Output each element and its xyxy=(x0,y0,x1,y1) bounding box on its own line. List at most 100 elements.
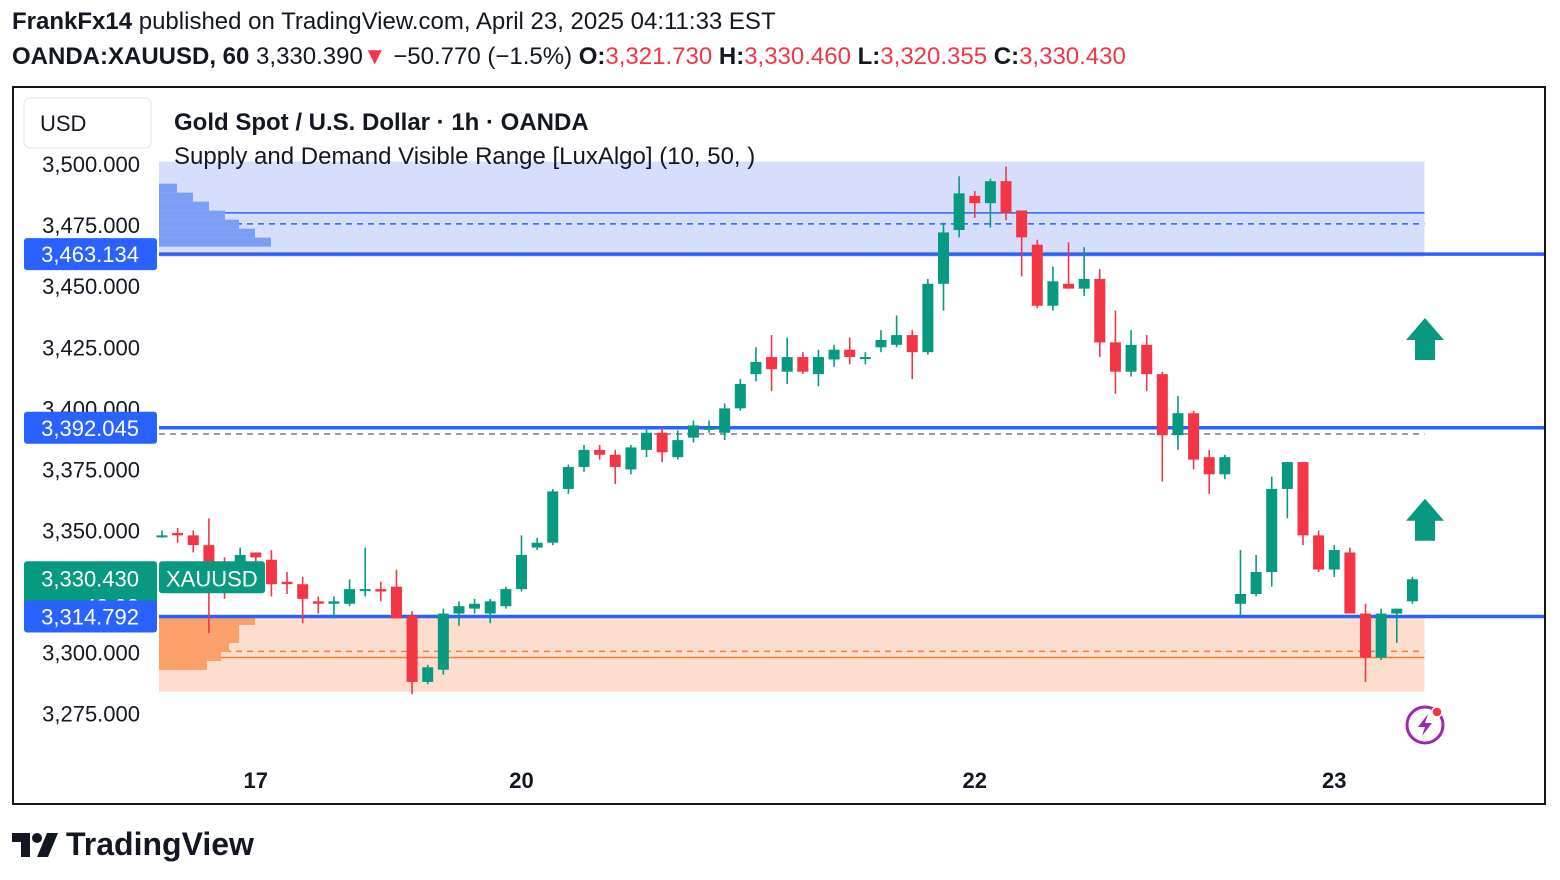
candle-body xyxy=(875,339,887,348)
symbol-info-bar: OANDA:XAUUSD, 60 3,330.390▼ −50.770 (−1.… xyxy=(12,43,1126,71)
symbol-tag: XAUUSD xyxy=(166,566,258,591)
close-value: 3,330.430 xyxy=(1019,43,1126,70)
candle-body xyxy=(1360,613,1372,658)
candle xyxy=(1360,603,1372,682)
candle xyxy=(891,315,903,348)
candle-body xyxy=(578,449,590,467)
supply-profile-bar xyxy=(159,237,271,247)
last-price: 3,330.390 xyxy=(256,43,363,70)
candle xyxy=(453,601,465,626)
candle-body xyxy=(297,584,309,599)
candle-body xyxy=(1125,344,1137,372)
open-label: O: xyxy=(578,43,606,70)
candle xyxy=(312,596,324,614)
candle-body xyxy=(625,447,637,470)
candle-body xyxy=(1063,283,1075,289)
indicator-name[interactable]: Supply and Demand Visible Range [LuxAlgo… xyxy=(174,143,755,170)
level-price-label: 3,392.045 xyxy=(41,416,139,441)
symbol-tag-badge xyxy=(159,561,265,594)
candle xyxy=(1313,530,1325,573)
candle xyxy=(1109,310,1121,394)
level-price-badge xyxy=(24,238,157,271)
candle-body xyxy=(1406,579,1418,602)
candle xyxy=(938,222,949,311)
lightning-icon[interactable] xyxy=(1405,705,1445,745)
candle xyxy=(406,611,418,695)
candle xyxy=(1219,454,1231,480)
price-change: −50.770 (−1.5%) xyxy=(393,43,573,70)
candle-body xyxy=(984,181,996,204)
candle-body xyxy=(594,449,606,455)
candle-body xyxy=(1078,278,1090,289)
y-tick-label: 3,275.000 xyxy=(42,702,140,727)
candle-body xyxy=(1234,593,1246,604)
candle-body xyxy=(1281,462,1293,489)
supply-profile-bar xyxy=(159,183,177,193)
demand-profile-bar xyxy=(159,651,221,661)
logo-text: TradingView xyxy=(66,826,254,862)
candle-body xyxy=(938,232,949,284)
candle-body xyxy=(1094,278,1106,343)
candle-body xyxy=(687,425,699,438)
high-label: H: xyxy=(718,43,745,70)
change-down-icon: ▼ xyxy=(362,43,387,70)
candle xyxy=(1188,410,1200,470)
candle xyxy=(328,596,340,619)
candle-body xyxy=(562,466,574,489)
candle-body xyxy=(828,349,840,360)
candle xyxy=(797,352,809,375)
candle xyxy=(1234,550,1246,616)
candle xyxy=(390,569,402,619)
candle xyxy=(547,488,559,546)
candle xyxy=(781,337,793,384)
candle-body xyxy=(250,552,262,558)
candle xyxy=(1391,608,1403,643)
candle xyxy=(812,349,824,387)
candle xyxy=(1063,242,1075,289)
currency-label: USD xyxy=(40,111,86,136)
candle xyxy=(953,176,965,238)
candle xyxy=(656,427,668,463)
candle xyxy=(1328,545,1340,577)
candle-body xyxy=(390,586,402,619)
candle-body xyxy=(719,408,731,433)
symbol-interval: OANDA:XAUUSD, 60 xyxy=(12,43,250,70)
price-chart[interactable]: 3,275.0003,300.0003,325.0003,350.0003,37… xyxy=(14,88,1544,803)
author-name[interactable]: FrankFx14 xyxy=(12,8,133,35)
candle-body xyxy=(484,601,496,614)
candle xyxy=(672,430,684,460)
chart-frame: 3,275.0003,300.0003,325.0003,350.0003,37… xyxy=(12,86,1546,805)
tradingview-logo[interactable]: TradingView xyxy=(12,826,254,863)
candle-body xyxy=(344,589,356,604)
level-price-label: 3,314.792 xyxy=(41,604,139,629)
candle-body xyxy=(1141,344,1153,375)
demand-profile-bar xyxy=(159,642,229,652)
candle-body xyxy=(1031,244,1043,306)
candle-body xyxy=(406,615,418,682)
candle-body xyxy=(265,559,277,585)
candle-body xyxy=(953,193,965,231)
candle-body xyxy=(203,545,215,565)
candle xyxy=(172,528,184,543)
currency-button[interactable]: USD xyxy=(23,97,152,149)
current-price-label: 3,330.430 xyxy=(41,566,139,591)
supply-profile-bar xyxy=(159,192,193,202)
candle xyxy=(766,335,778,392)
candle-body xyxy=(797,357,809,372)
candle-body xyxy=(1391,608,1403,614)
candle-body xyxy=(844,349,856,358)
candle xyxy=(1125,330,1137,377)
candle xyxy=(859,352,871,365)
demand-profile-bar xyxy=(159,660,207,670)
candle xyxy=(1016,210,1028,277)
candle-body xyxy=(437,613,449,670)
candle xyxy=(594,444,606,460)
candle-body xyxy=(1219,457,1231,475)
candle-body xyxy=(328,601,340,604)
x-tick-label: 22 xyxy=(963,768,987,793)
demand-profile-bar xyxy=(159,615,255,625)
x-tick-label: 20 xyxy=(509,768,533,793)
candle-body xyxy=(641,432,653,450)
candle-body xyxy=(1000,181,1012,213)
candle xyxy=(625,444,637,475)
